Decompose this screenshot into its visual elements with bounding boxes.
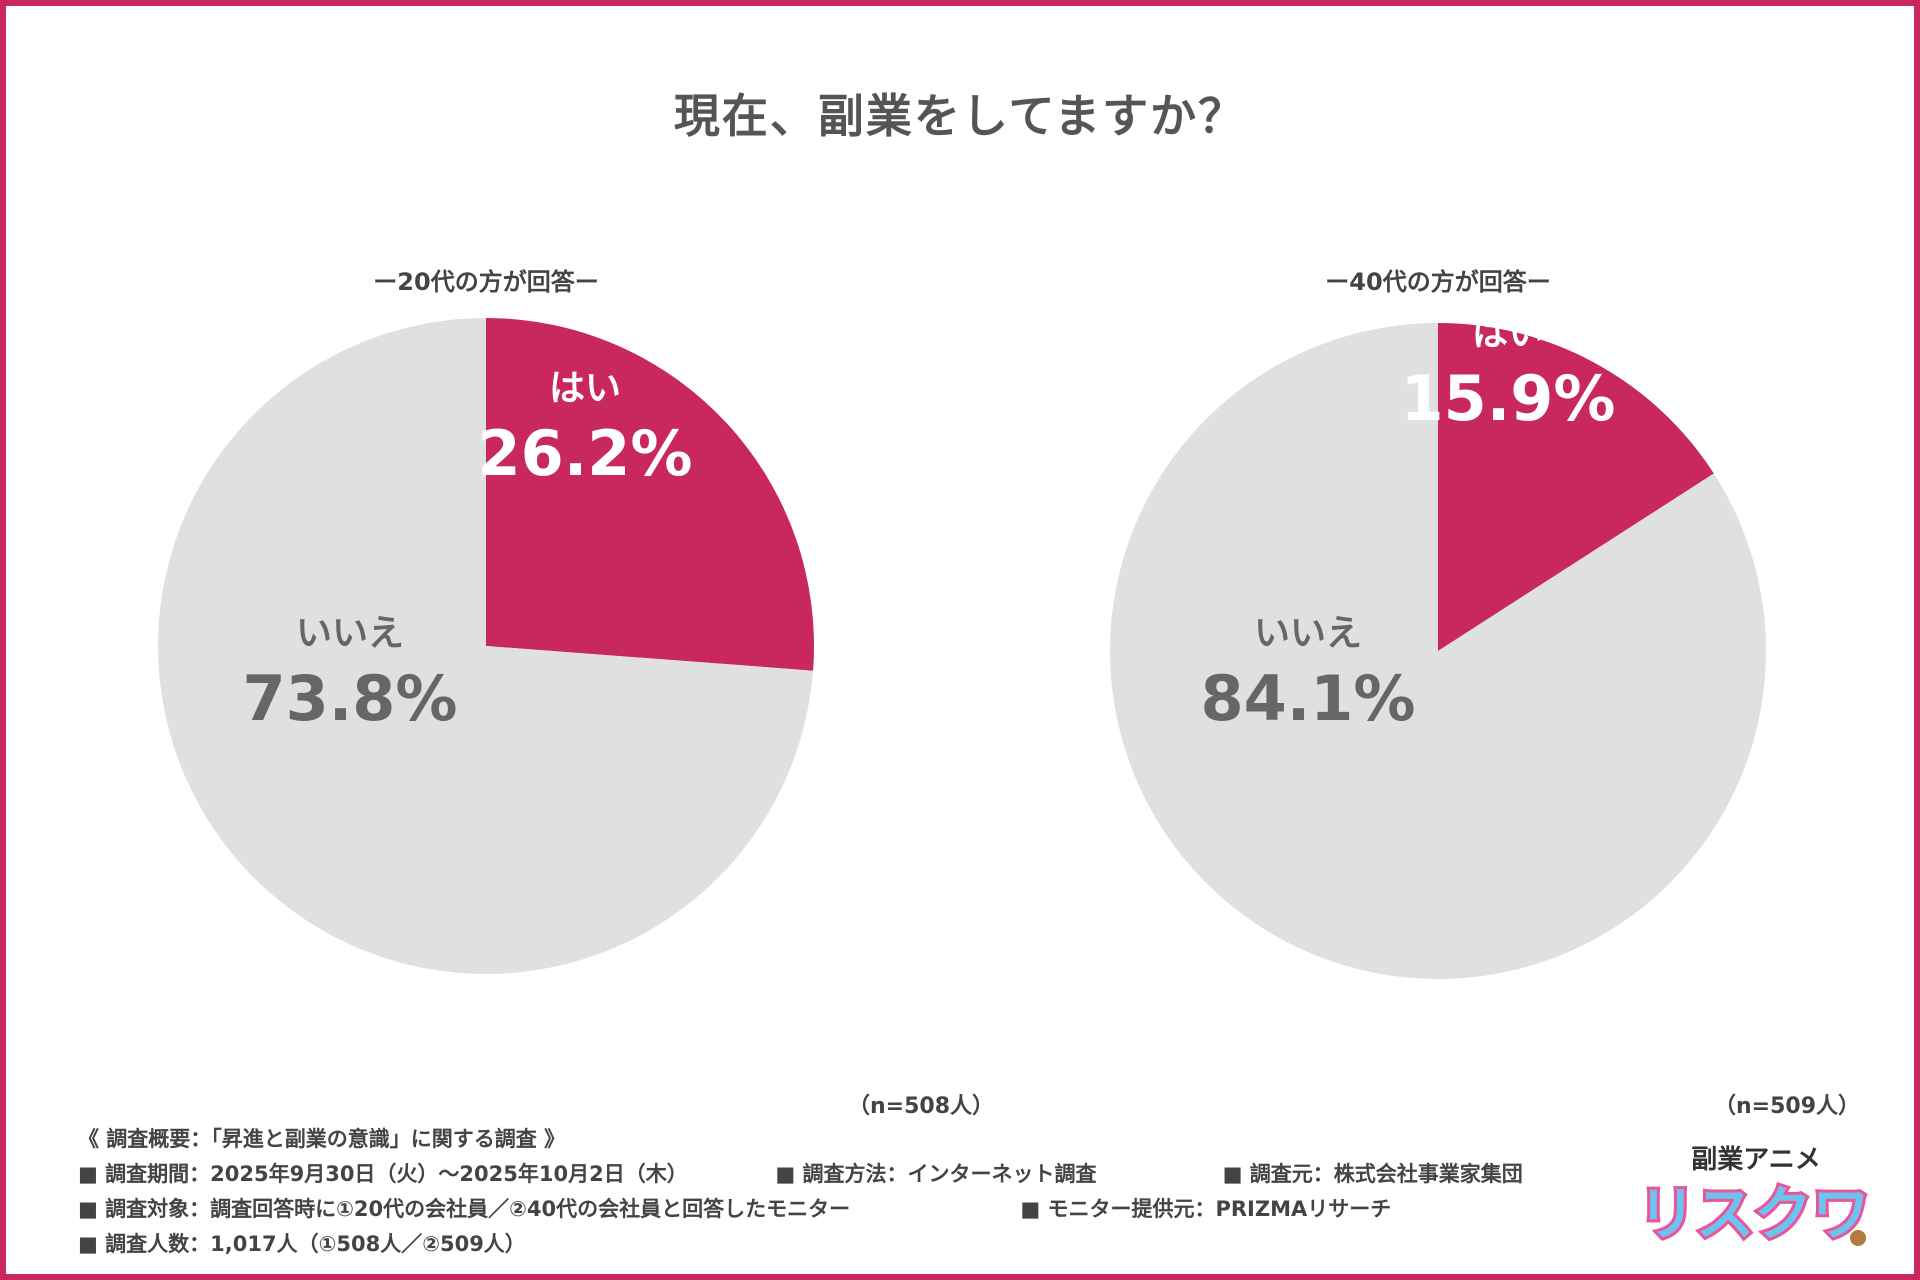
chart-1-subtitle: ー20代の方が回答ー [373,268,599,296]
survey-method: ■ 調査方法：インターネット調査 [775,1162,1097,1186]
chart-1-sample-size: （n=508人） [848,1094,995,1119]
riskuwa-logo: 副業アニメ リスクワ [1636,1145,1873,1251]
chart-1-label-yes: はい [549,368,621,409]
page-title: 現在、副業をしてますか？ [673,89,1247,143]
chart-1-value-yes: 26.2% [477,417,692,490]
chart-2-slice-yes [1438,323,1714,651]
logo-top-text: 副業アニメ [1691,1145,1820,1175]
chart-1-slice-no [157,318,814,974]
survey-summary: 《 調査概要：「昇進と副業の意識」に関する調査 》 ■ 調査期間：2025年9月… [78,1122,1523,1262]
chart-2-slice-no [1110,323,1766,979]
survey-target: ■ 調査対象：調査回答時に①20代の会社員／②40代の会社員と回答したモニター [78,1197,851,1221]
survey-source: ■ 調査元：株式会社事業家集団 [1222,1162,1523,1186]
chart-2-label-yes: はい [1472,313,1544,354]
chart-2-sample-size: （n=509人） [1714,1094,1861,1119]
chart-1-label-no: いいえ [296,613,404,654]
chart-2-subtitle: ー40代の方が回答ー [1325,268,1551,296]
survey-count: ■ 調査人数：1,017人（①508人／②509人） [78,1232,526,1256]
survey-period: ■ 調査期間：2025年9月30日（火）〜2025年10月2日（木） [78,1162,688,1186]
survey-heading: 《 調査概要：「昇進と副業の意識」に関する調査 》 [78,1127,566,1151]
logo-acorn-icon [1850,1230,1866,1246]
chart-2-value-yes: 15.9% [1400,362,1615,435]
survey-provider: ■ モニター提供元：PRIZMAリサーチ [1020,1197,1392,1221]
chart-1-value-no: 73.8% [242,662,457,735]
chart-1-slice-yes [486,318,814,671]
chart-2-value-no: 84.1% [1200,662,1415,735]
chart-2-label-no: いいえ [1254,613,1362,654]
logo-main-text: リスクワ [1638,1180,1870,1248]
